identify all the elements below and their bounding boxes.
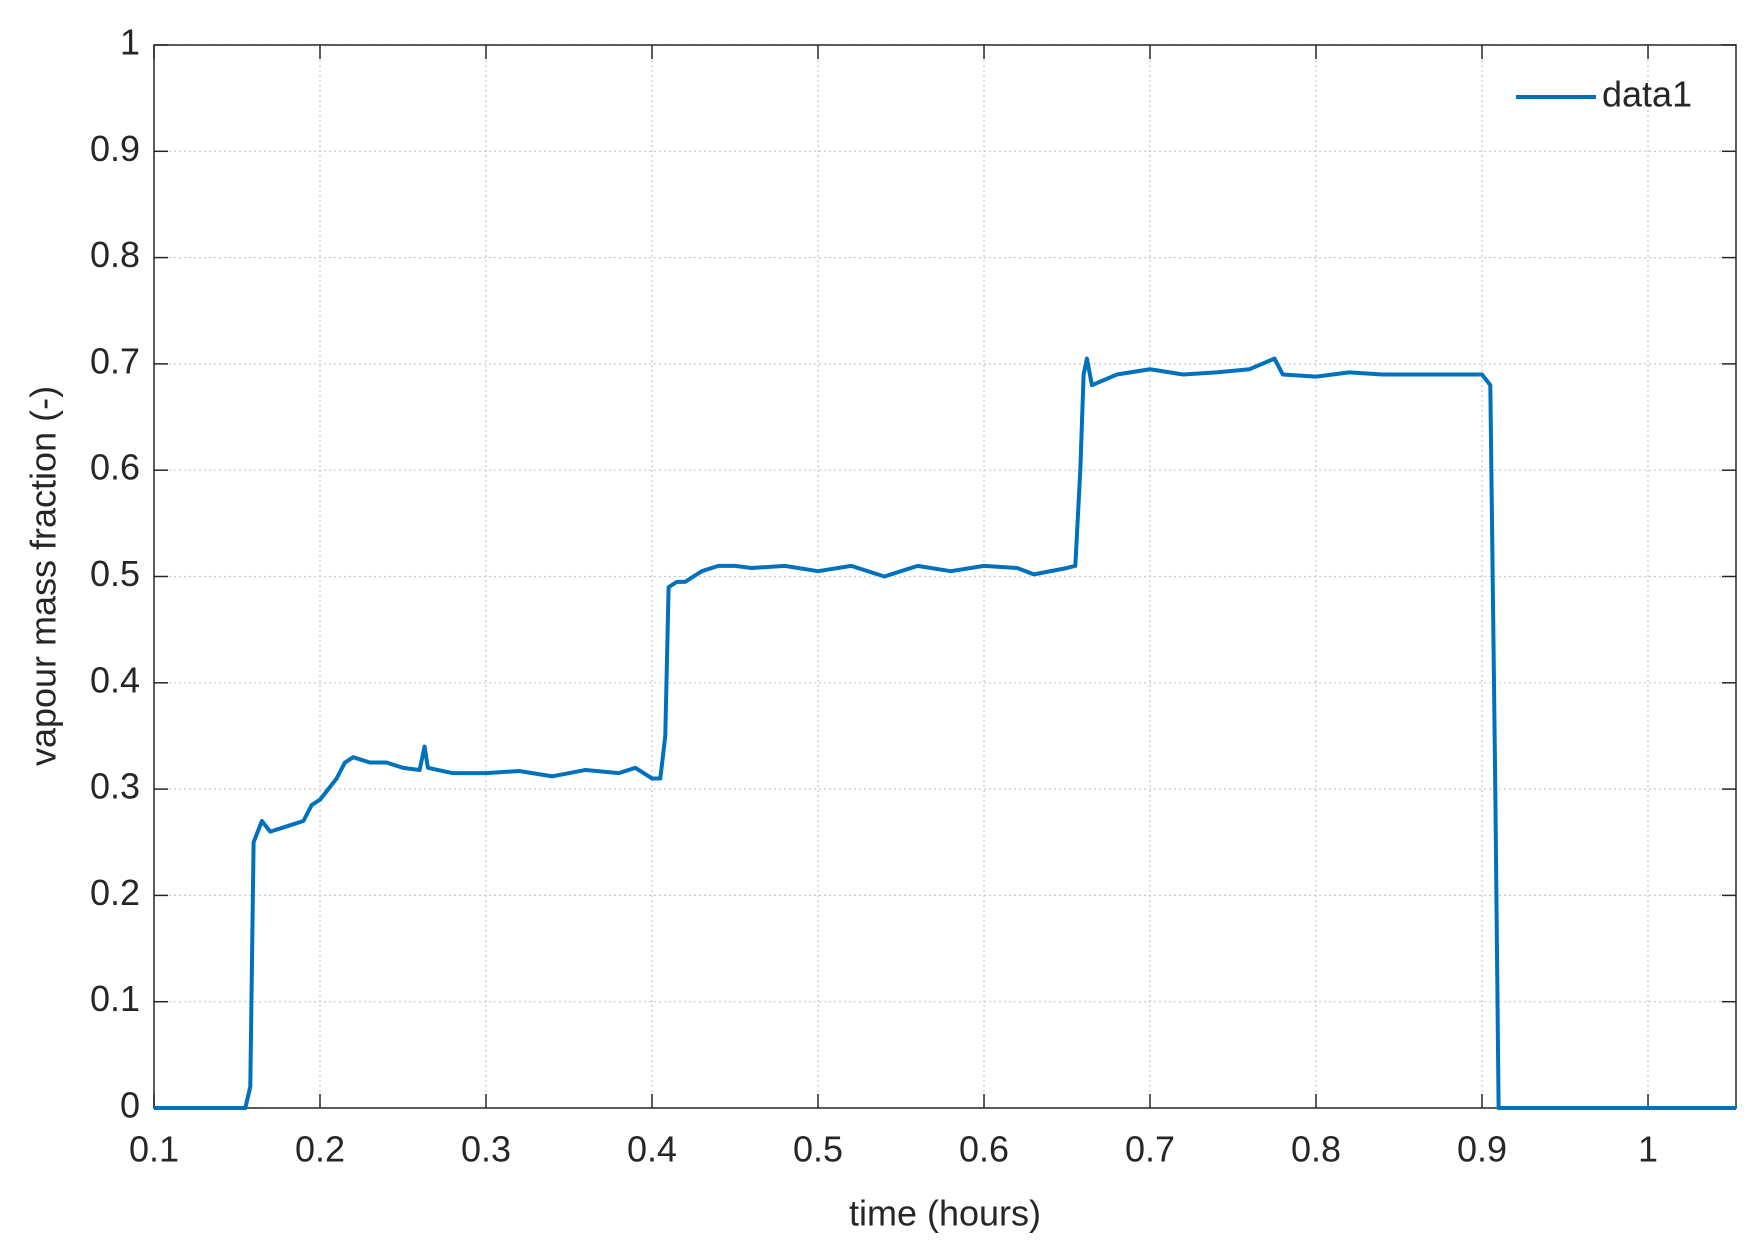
y-tick-label: 0.8	[90, 234, 140, 275]
legend-label: data1	[1602, 74, 1692, 115]
x-axis-label: time (hours)	[849, 1193, 1041, 1234]
y-tick-label: 0	[120, 1085, 140, 1126]
y-tick-label: 0.2	[90, 872, 140, 913]
y-tick-label: 0.7	[90, 340, 140, 381]
x-tick-label: 0.9	[1457, 1129, 1507, 1170]
plot-frame	[153, 44, 1737, 1109]
x-tick-label: 0.7	[1125, 1129, 1175, 1170]
x-tick-label: 1	[1638, 1129, 1658, 1170]
y-tick-label: 0.1	[90, 978, 140, 1019]
x-tick-label: 0.2	[295, 1129, 345, 1170]
x-tick-label: 0.3	[461, 1129, 511, 1170]
y-tick-label: 0.6	[90, 447, 140, 488]
x-tick-label: 0.5	[793, 1129, 843, 1170]
x-tick-label: 0.4	[627, 1129, 677, 1170]
y-axis-label: vapour mass fraction (-)	[23, 386, 64, 766]
y-tick-label: 1	[120, 22, 140, 63]
y-tick-label: 0.9	[90, 128, 140, 169]
y-tick-label: 0.3	[90, 766, 140, 807]
x-tick-label: 0.6	[959, 1129, 1009, 1170]
y-tick-label: 0.5	[90, 553, 140, 594]
y-tick-label: 0.4	[90, 659, 140, 700]
data-line	[154, 356, 1736, 1110]
x-tick-label: 0.8	[1291, 1129, 1341, 1170]
x-tick-label: 0.1	[129, 1129, 179, 1170]
